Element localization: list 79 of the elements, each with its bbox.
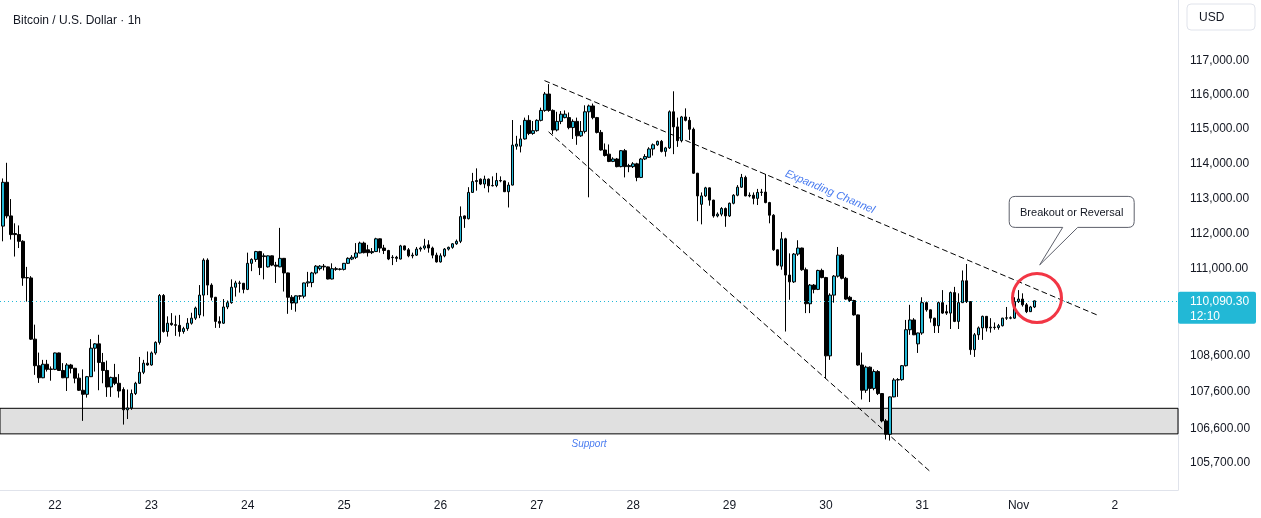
x-tick-label: 25 [337, 498, 352, 512]
y-axis-title: USD [1199, 10, 1225, 24]
candlestick [607, 143, 611, 163]
candlestick [660, 139, 663, 153]
candlestick [647, 146, 651, 159]
y-tick-label: 108,600.00 [1190, 347, 1251, 362]
y-tick-label: 106,600.00 [1190, 421, 1251, 436]
candlestick [378, 237, 382, 254]
candlestick [423, 238, 426, 251]
candlestick [495, 172, 498, 188]
candlestick [354, 242, 358, 260]
text: 12:10 [1190, 308, 1221, 323]
candlestick [65, 362, 69, 392]
candlestick [623, 148, 627, 178]
candlestick [635, 162, 639, 182]
candlestick [651, 142, 655, 157]
x-tick-label: 29 [722, 498, 737, 512]
x-tick-label: Nov [1007, 498, 1030, 512]
candlestick [459, 205, 462, 244]
y-tick-label: 113,000.00 [1190, 190, 1250, 205]
candlestick [326, 266, 330, 280]
candlestick [427, 239, 430, 254]
x-tick-label: 26 [433, 498, 448, 512]
candlestick [178, 314, 181, 338]
candlestick [724, 206, 727, 228]
candlestick [258, 250, 262, 276]
candlestick [555, 111, 559, 132]
x-tick-label: 30 [819, 498, 833, 512]
candlestick [575, 117, 579, 146]
candlestick [527, 114, 531, 136]
candlestick [672, 90, 675, 155]
x-tick-label: 27 [530, 498, 544, 512]
candlestick [366, 244, 370, 258]
candlestick [639, 157, 643, 179]
candlestick [374, 237, 378, 253]
candlestick [451, 242, 454, 250]
candlestick [391, 254, 394, 266]
candlestick [407, 247, 410, 258]
band-label: Support [571, 437, 608, 449]
candlestick [868, 365, 872, 403]
y-tick-label: 117,000.00 [1190, 53, 1250, 68]
candlestick [981, 315, 984, 341]
x-tick-label: 22 [48, 498, 62, 512]
x-tick-label: 2 [1111, 498, 1119, 512]
candlestick [487, 177, 490, 193]
y-tick-label: 107,600.00 [1190, 384, 1251, 399]
candlestick [475, 167, 478, 192]
candlestick [744, 175, 747, 197]
candlestick [993, 321, 996, 331]
y-tick-label: 105,700.00 [1190, 454, 1251, 469]
candlestick [415, 246, 418, 257]
annotation: Breakout or Reversal [1020, 205, 1124, 218]
candlestick [989, 317, 992, 334]
y-tick-label: 112,000.00 [1190, 225, 1250, 240]
x-tick-label: 28 [626, 498, 641, 512]
y-tick-label: 116,000.00 [1190, 87, 1250, 102]
candlestick [318, 264, 322, 271]
candlestick [816, 269, 820, 291]
x-tick-label: 31 [915, 498, 930, 512]
candlestick [174, 315, 177, 337]
candlestick [483, 175, 486, 189]
candlestick [330, 262, 334, 280]
ref-line-label: 110,090.30 [1190, 293, 1250, 308]
candlestick [362, 241, 366, 254]
candlestick [756, 188, 759, 206]
candlestick [439, 252, 442, 264]
text: Bitcoin / U.S. Dollar · 1h [13, 13, 142, 27]
candlestick [97, 334, 101, 391]
candlestick [238, 280, 241, 294]
candlestick [262, 252, 266, 280]
candlestick [186, 317, 189, 332]
candlestick [752, 191, 755, 205]
candlestick [399, 244, 402, 260]
x-tick-label: 24 [241, 498, 255, 512]
x-tick-label: 23 [144, 498, 159, 512]
y-tick-label: 114,000.00 [1190, 155, 1250, 170]
y-tick-label: 115,000.00 [1190, 121, 1250, 136]
candlestick [246, 252, 249, 291]
y-tick-label: 111,000.00 [1190, 261, 1249, 276]
